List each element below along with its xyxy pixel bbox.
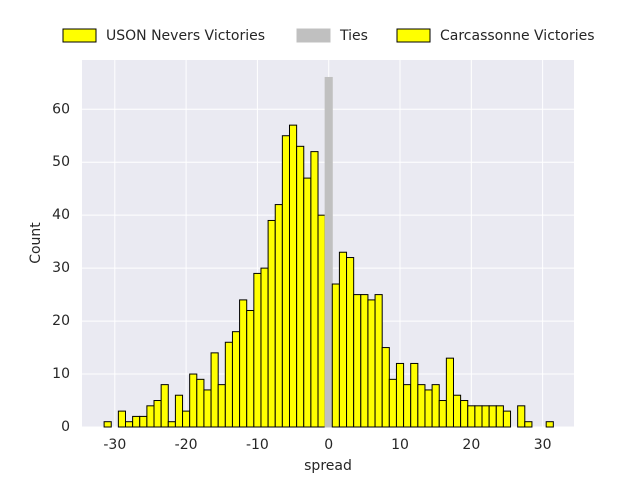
legend-swatch bbox=[396, 28, 431, 43]
bar bbox=[417, 384, 426, 428]
bar bbox=[160, 384, 169, 428]
bar bbox=[253, 272, 262, 428]
bar bbox=[395, 362, 405, 428]
bar bbox=[267, 219, 276, 428]
bar bbox=[460, 400, 469, 428]
bar bbox=[338, 251, 348, 428]
legend-swatch bbox=[296, 28, 331, 43]
x-tick-label: 0 bbox=[324, 437, 333, 453]
bar bbox=[153, 400, 162, 428]
bar bbox=[474, 405, 483, 428]
bar bbox=[445, 357, 454, 428]
legend: USON Nevers Victories Ties Carcassonne Vic… bbox=[62, 28, 595, 44]
bar bbox=[481, 405, 490, 428]
bar bbox=[467, 405, 476, 428]
x-tick-label: 10 bbox=[391, 437, 409, 453]
bar bbox=[331, 283, 340, 428]
x-tick-label: -20 bbox=[175, 437, 198, 453]
bar bbox=[388, 378, 397, 428]
bar bbox=[310, 151, 319, 428]
bar bbox=[360, 294, 369, 428]
bar bbox=[132, 415, 141, 428]
bar bbox=[124, 421, 134, 428]
bar bbox=[274, 204, 283, 428]
bar bbox=[438, 400, 447, 428]
bar bbox=[260, 267, 269, 428]
bar bbox=[381, 347, 390, 428]
bar bbox=[210, 352, 219, 428]
bars bbox=[103, 76, 554, 428]
y-tick-label: 60 bbox=[52, 101, 70, 117]
x-tick-label: -30 bbox=[103, 437, 126, 453]
bar bbox=[431, 384, 440, 428]
bar bbox=[174, 394, 184, 428]
bar bbox=[139, 415, 148, 428]
bar bbox=[303, 177, 312, 428]
bar bbox=[324, 76, 333, 428]
y-tick-label: 10 bbox=[52, 366, 70, 382]
x-tick-label: 20 bbox=[462, 437, 480, 453]
bar bbox=[239, 299, 248, 428]
bar bbox=[502, 410, 512, 428]
bar bbox=[495, 405, 504, 428]
x-tick-label: -10 bbox=[246, 437, 269, 453]
bar bbox=[224, 341, 233, 428]
bar bbox=[545, 421, 554, 428]
legend-label: Carcassonne Victories bbox=[440, 28, 595, 44]
y-tick-label: 20 bbox=[52, 313, 70, 329]
bar bbox=[117, 410, 126, 428]
bar bbox=[374, 294, 383, 428]
bar bbox=[424, 389, 433, 428]
bar bbox=[281, 135, 290, 428]
bar bbox=[146, 405, 155, 428]
bar bbox=[410, 362, 419, 428]
bar bbox=[517, 405, 526, 428]
bar bbox=[189, 373, 198, 428]
y-tick-label: 0 bbox=[61, 419, 70, 435]
legend-label: USON Nevers Victories bbox=[106, 28, 265, 44]
x-tick-label: 30 bbox=[534, 437, 552, 453]
bar bbox=[452, 394, 462, 428]
bar bbox=[103, 421, 112, 428]
legend-swatch bbox=[62, 28, 97, 43]
bar bbox=[231, 331, 241, 428]
bar bbox=[182, 410, 191, 428]
legend-label: Ties bbox=[339, 28, 368, 44]
bar bbox=[288, 124, 298, 428]
y-axis-label: Count bbox=[28, 222, 44, 264]
x-axis-label: spread bbox=[304, 458, 352, 474]
bar bbox=[296, 145, 305, 428]
y-tick-label: 50 bbox=[52, 154, 70, 170]
y-tick-label: 40 bbox=[52, 207, 70, 223]
bar bbox=[246, 309, 255, 428]
bar bbox=[217, 384, 226, 428]
bar bbox=[167, 421, 176, 428]
bar bbox=[317, 214, 326, 428]
bar bbox=[488, 405, 497, 428]
bar bbox=[367, 299, 376, 428]
bar bbox=[353, 294, 362, 428]
bar bbox=[524, 421, 533, 428]
bar bbox=[403, 384, 412, 428]
y-tick-label: 30 bbox=[52, 260, 70, 276]
bar bbox=[196, 378, 205, 428]
bar bbox=[203, 389, 212, 428]
bar bbox=[346, 257, 355, 428]
